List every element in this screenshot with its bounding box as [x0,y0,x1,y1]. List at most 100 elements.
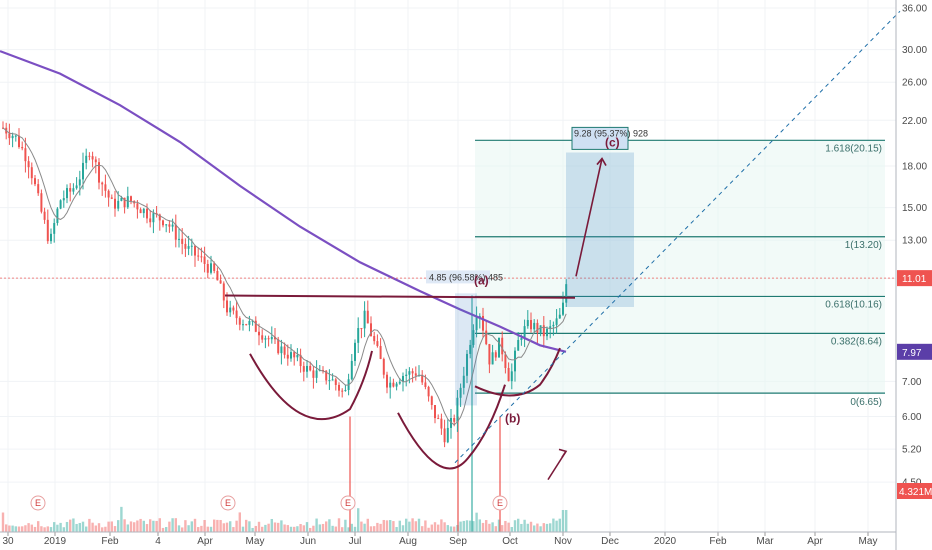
volume-bar [389,520,392,532]
candle-body [206,263,209,273]
candle-body [213,263,216,271]
volume-bar [366,518,369,532]
volume-bar [129,521,133,532]
volume-bar [305,522,309,532]
candle-body [306,365,308,372]
volume-bar [353,526,357,532]
candle-body [504,354,507,368]
y-tick-label: 5.20 [902,445,922,456]
candle-body [194,245,196,256]
volume-bar [49,527,53,532]
volume-bar [197,527,200,532]
volume-bar [373,526,376,532]
candle-body [149,218,152,223]
candle-body [123,197,126,208]
volume-bar [168,521,171,532]
volume-bar [107,521,110,532]
candle-body [552,324,555,327]
volume-bar [30,524,33,532]
x-tick-label: Nov [554,536,572,547]
y-tick-label: 7.00 [902,377,922,388]
candle-body [475,317,478,331]
fib-label: 1(13.20) [845,240,882,251]
volume-bar [5,524,8,532]
x-tick-label: 30 [2,536,14,547]
volume-bar [453,526,456,532]
volume-bar [318,524,321,532]
volume-bar [120,506,123,532]
volume-bar [446,525,449,532]
head-arc [397,384,506,470]
candle-body [142,208,145,214]
candle-body [414,373,417,376]
candle-body [200,256,203,258]
earnings-marker-label: E [35,498,41,508]
candle-body [270,336,273,340]
fib-label: 0(6.65) [850,397,882,408]
y-tick-label: 15.00 [902,203,927,214]
candle-body [277,339,280,354]
volume-bar [165,527,168,532]
candle-body [11,135,14,139]
volume-bar [331,525,334,532]
volume-bar [485,520,488,532]
volume-bar [85,526,88,532]
candle-body [440,418,443,429]
candle-body [443,428,446,443]
x-tick-label: Mar [756,536,774,547]
candle-body [370,323,372,337]
left-shoulder-arc [249,350,373,421]
candle-body [222,283,225,301]
volume-bar [398,520,401,532]
candle-body [69,188,72,192]
candle-body [104,184,107,191]
candle-body [427,386,430,397]
candle-body [242,324,244,326]
moving-averages [0,50,567,426]
candle-body [437,418,440,420]
volume-bar [347,527,350,532]
candle-body [139,209,142,214]
candle-body [136,203,139,210]
volume-bar [264,524,267,532]
candle-body [290,352,292,359]
volume-bar [510,527,513,532]
volume-bar [248,521,251,532]
candle-body [446,427,449,443]
candle-body [101,182,104,185]
y-tick-label: 22.00 [902,116,927,127]
candle-body [120,197,123,201]
candle-body [34,178,36,185]
y-tick-label: 36.00 [902,3,927,14]
wave-a-label: (a) [474,274,489,288]
x-tick-label: 2020 [654,536,677,547]
candle-body [238,318,241,325]
volume-bar [504,520,507,532]
candle-body [405,374,408,376]
volume-bar [219,519,222,532]
volume-bar [209,526,213,532]
candle-body [226,300,228,313]
candle-body [350,360,353,380]
candle-body [14,135,17,137]
volume-bar [296,526,299,532]
volume-bar [501,525,504,532]
volume-bar [187,525,190,532]
candle-body [488,344,491,365]
volume-bar [161,527,165,532]
volume-bar [184,520,187,532]
volume-bar [491,522,494,532]
wave-b-label: (b) [505,411,520,425]
volume-bar [395,527,398,532]
volume-bar [286,525,289,532]
volume-bar [539,526,542,532]
volume-bar [299,524,302,532]
volume-bar [21,526,24,532]
volume-bar [561,510,565,532]
volume-bar [24,525,27,532]
earnings-marker-label: E [497,498,503,508]
volume-bar [488,523,491,532]
candle-body [539,325,542,333]
volume-bar [565,510,568,532]
